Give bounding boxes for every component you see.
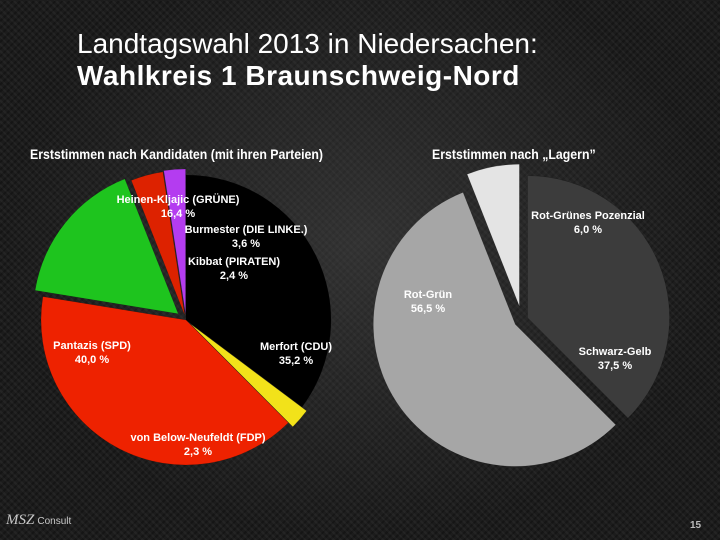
slice-label: Merfort (CDU) 35,2 % bbox=[260, 341, 332, 367]
slice-label: Kibbat (PIRATEN) 2,4 % bbox=[188, 256, 280, 282]
slice-label: Heinen-Kljajic (GRÜNE) 16,4 % bbox=[117, 193, 240, 220]
pie-slice bbox=[163, 168, 186, 315]
slice-label: Schwarz-Gelb 37,5 % bbox=[579, 346, 652, 372]
slice-name: Schwarz-Gelb bbox=[579, 346, 652, 358]
slice-value: 3,6 % bbox=[232, 238, 260, 250]
slide-title: Landtagswahl 2013 in Niedersachen: Wahlk… bbox=[77, 28, 538, 92]
pie-slice bbox=[185, 174, 332, 408]
slice-label: Rot-Grün 56,5 % bbox=[404, 289, 453, 315]
slice-name: Kibbat (PIRATEN) bbox=[188, 256, 280, 268]
pie-chart-1: Merfort (CDU) 35,2 % von Below-Neufeldt (F… bbox=[34, 168, 332, 466]
slice-value: 6,0 % bbox=[574, 224, 602, 236]
slice-value: 40,0 % bbox=[75, 354, 109, 366]
slice-value: 56,5 % bbox=[411, 303, 445, 315]
pie-slice bbox=[373, 192, 617, 467]
slice-name: Pantazis (SPD) bbox=[53, 340, 131, 352]
slice-name: Rot-Grün bbox=[404, 289, 453, 301]
slice-label: Burmester (DIE LINKE.) 3,6 % bbox=[185, 224, 308, 250]
slice-name: von Below-Neufeldt (FDP) bbox=[130, 432, 265, 444]
pie-slice bbox=[34, 178, 179, 315]
slice-name: Rot-Grünes Pozenzial bbox=[531, 210, 645, 222]
slice-value: 35,2 % bbox=[279, 355, 313, 367]
chart1-title: Erststimmen nach Kandidaten (mit ihren P… bbox=[30, 146, 324, 162]
title-line-1: Landtagswahl 2013 in Niedersachen: bbox=[77, 28, 538, 59]
slice-value: 2,4 % bbox=[220, 270, 248, 282]
logo-sub-text: Consult bbox=[37, 516, 72, 527]
pie-slice bbox=[130, 171, 185, 316]
slice-label: Rot-Grünes Pozenzial 6,0 % bbox=[531, 210, 645, 236]
logo-text: MSZ bbox=[6, 512, 35, 528]
slice-value: 37,5 % bbox=[598, 360, 632, 372]
slice-label: von Below-Neufeldt (FDP) 2,3 % bbox=[130, 432, 265, 458]
pie-slice bbox=[466, 163, 520, 307]
msz-consult-logo: MSZ Consult bbox=[6, 512, 71, 529]
slice-value: 16,4 % bbox=[161, 208, 195, 220]
title-line-2: Wahlkreis 1 Braunschweig-Nord bbox=[77, 60, 520, 91]
pie-slice bbox=[527, 175, 670, 419]
pie-chart-2: Schwarz-Gelb 37,5 %Rot-Grün 56,5 %Rot-Grün… bbox=[373, 163, 670, 467]
slice-name: Heinen-Kljajic (GRÜNE) bbox=[117, 193, 240, 206]
slice-name: Merfort (CDU) bbox=[260, 341, 332, 353]
slice-name: Burmester (DIE LINKE.) bbox=[185, 224, 308, 236]
pie-slice bbox=[190, 323, 307, 428]
pie-slice bbox=[40, 296, 289, 466]
chart2-title: Erststimmen nach „Lagern” bbox=[432, 146, 596, 162]
page-number: 15 bbox=[690, 520, 702, 531]
slice-value: 2,3 % bbox=[184, 446, 212, 458]
slice-label: Pantazis (SPD) 40,0 % bbox=[53, 340, 131, 366]
